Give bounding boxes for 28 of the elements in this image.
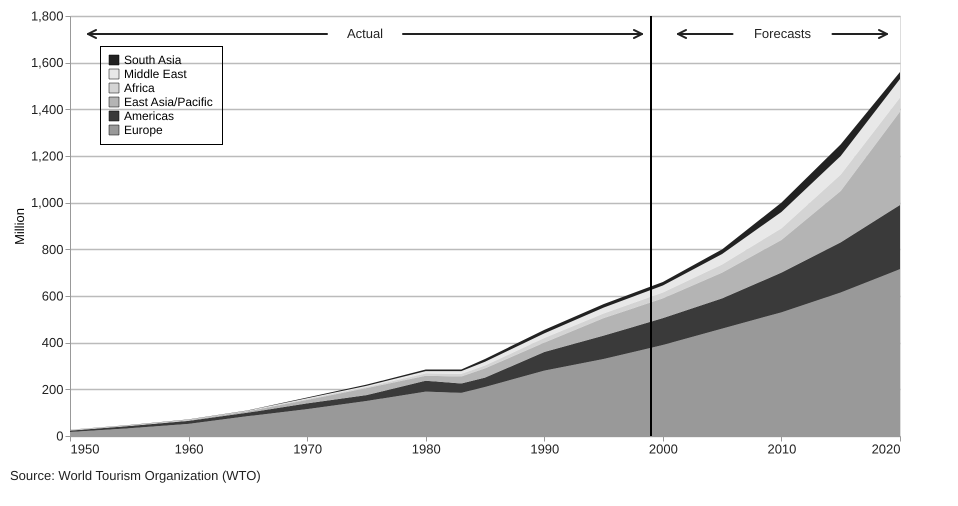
legend-label: Middle East	[124, 67, 188, 81]
y-tick-label: 1,800	[30, 8, 64, 24]
legend-label: South Asia	[124, 53, 182, 67]
x-tick-label: 1960	[174, 442, 204, 456]
y-tick-label: 800	[42, 242, 64, 257]
y-tick-label: 400	[42, 335, 64, 350]
x-tick-label: 2020	[872, 442, 900, 456]
y-tick-label: 1,600	[30, 55, 64, 70]
y-axis-title: Million	[12, 208, 27, 245]
y-tick-label: 1,000	[30, 195, 64, 210]
x-tick-label: 1980	[412, 442, 441, 456]
legend-label: East Asia/Pacific	[124, 95, 213, 109]
y-tick-label: 0	[56, 428, 64, 444]
y-tick-label: 1,200	[30, 148, 64, 164]
legend-label: Europe	[124, 123, 164, 137]
x-tick-label: 2000	[648, 442, 678, 456]
y-tick-label: 600	[42, 288, 64, 304]
x-tick-label: 1990	[530, 442, 560, 456]
x-tick-label: 1970	[293, 442, 322, 456]
x-tick-label: 1950	[70, 442, 100, 456]
legend-label: Africa	[124, 81, 155, 95]
y-tick-label: 200	[42, 382, 64, 397]
y-tick-label: 1,400	[30, 102, 64, 117]
annotation: Actual	[346, 26, 384, 41]
source-note: Source: World Tourism Organization (WTO)	[10, 468, 261, 483]
x-tick-label: 2010	[767, 442, 796, 456]
annotation: Forecasts	[754, 26, 812, 41]
legend-label: Americas	[124, 109, 174, 123]
